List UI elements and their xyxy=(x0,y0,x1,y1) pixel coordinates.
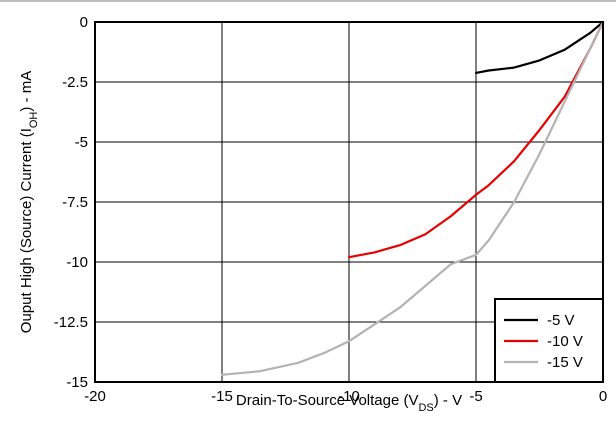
x-tick-label: -15 xyxy=(211,388,233,405)
y-axis-title: Ouput High (Source) Current (IOH) - mA xyxy=(18,71,40,333)
x-tick-label: -5 xyxy=(469,388,482,405)
legend-label-3: -15 V xyxy=(547,354,583,371)
x-tick-label: -10 xyxy=(338,388,360,405)
series-line-2 xyxy=(347,20,605,259)
y-tick-label: 0 xyxy=(80,14,88,31)
legend-label-2: -10 V xyxy=(547,333,583,350)
series-line-3 xyxy=(220,20,605,376)
x-tick-label: 0 xyxy=(599,388,607,405)
x-tick-label: -20 xyxy=(84,388,106,405)
legend: -5 V -10 V -15 V xyxy=(494,298,604,383)
y-tick-labels: 0 -2.5 -5 -7.5 -10 -12.5 -15 xyxy=(54,14,88,391)
y-tick-label: -15 xyxy=(66,374,88,391)
x-tick-labels: -20 -15 -10 -5 0 xyxy=(84,388,607,405)
legend-label-1: -5 V xyxy=(547,312,575,329)
y-tick-label: -10 xyxy=(66,254,88,271)
plot-frame xyxy=(94,21,604,383)
series-line-1 xyxy=(474,20,605,75)
y-tick-label: -12.5 xyxy=(54,314,88,331)
x-axis-title: Drain-To-Source Voltage (VDS) - V xyxy=(236,392,462,414)
y-tick-label: -2.5 xyxy=(62,74,88,91)
y-tick-label: -5 xyxy=(75,134,88,151)
series-group xyxy=(220,20,605,376)
y-tick-label: -7.5 xyxy=(62,194,88,211)
